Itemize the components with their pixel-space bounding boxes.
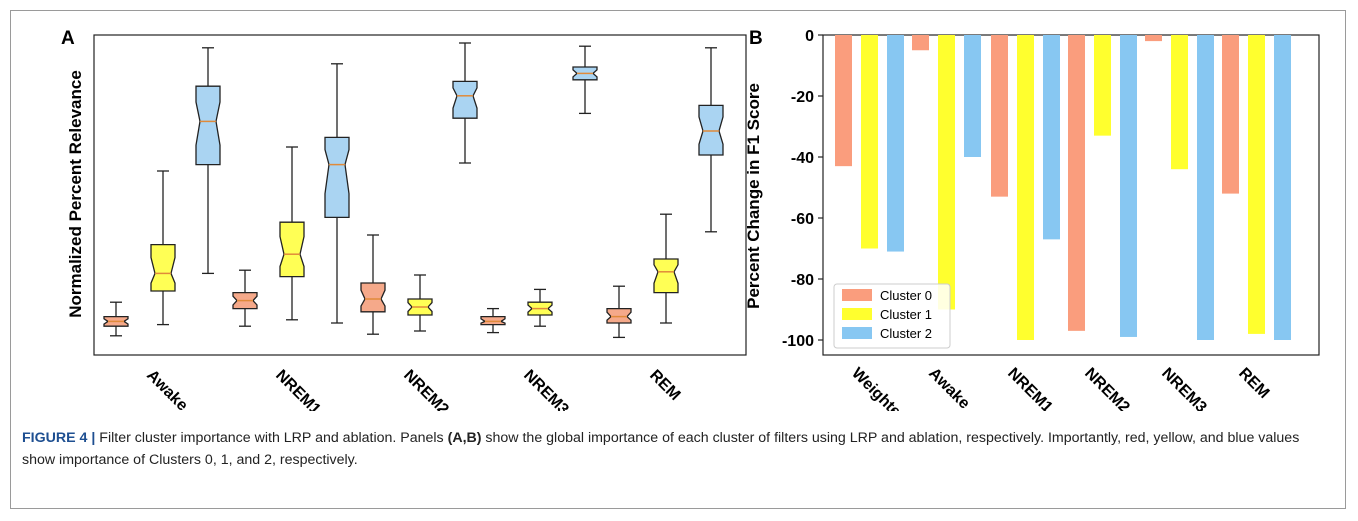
y-tick-label--60: -60 xyxy=(791,211,814,228)
panel-a-y-axis-label: Normalized Percent Relevance xyxy=(66,70,85,318)
y-tick-label--20: -20 xyxy=(791,89,814,106)
panel-a-label: A xyxy=(61,28,75,49)
bar-weighted-cluster-1 xyxy=(861,35,878,249)
panel-b-bars xyxy=(835,35,1291,340)
figure-panels: A Normalized Percent Relevance Awake NREM… xyxy=(61,28,1320,411)
x-tick-label-weighted: Weighted xyxy=(848,365,911,411)
panel-b-legend: Cluster 0 Cluster 1 Cluster 2 xyxy=(833,283,951,349)
bar-nrem3-cluster-2 xyxy=(1197,35,1214,340)
bar-awake-cluster-0 xyxy=(912,35,929,51)
bar-awake-cluster-2 xyxy=(964,35,981,157)
box-awake-series-1-box xyxy=(150,243,176,292)
panel-b-y-axis-label: Percent Change in F1 Score xyxy=(744,83,763,309)
x-tick-label-nrem3: NREM3 xyxy=(1158,365,1210,411)
legend-label-cluster-1: Cluster 1 xyxy=(880,307,932,322)
bar-awake-cluster-1 xyxy=(938,35,955,310)
figure-caption: FIGURE 4 | Filter cluster importance wit… xyxy=(22,427,1332,471)
bar-weighted-cluster-0 xyxy=(835,35,852,167)
x-tick-label-awake: Awake xyxy=(143,367,191,411)
legend-swatch-cluster-0 xyxy=(842,289,872,301)
panel-a-boxes xyxy=(103,42,724,339)
box-nrem1-series-1-box xyxy=(279,221,305,278)
bar-nrem3-cluster-1 xyxy=(1171,35,1188,170)
x-tick-label-nrem2: NREM2 xyxy=(400,367,452,411)
box-awake-series-2-box xyxy=(195,85,221,166)
legend-label-cluster-2: Cluster 2 xyxy=(880,326,932,341)
y-tick-label--80: -80 xyxy=(791,272,814,289)
figure-frame: A Normalized Percent Relevance Awake NREM… xyxy=(10,10,1346,509)
box-rem-series-1-box xyxy=(653,258,679,294)
bar-rem-cluster-0 xyxy=(1222,35,1239,194)
panel-b-x-tick-labels: Weighted Awake NREM1 NREM2 NREM3 REM xyxy=(848,365,1272,411)
bar-nrem2-cluster-2 xyxy=(1120,35,1137,337)
legend-label-cluster-0: Cluster 0 xyxy=(880,288,932,303)
x-tick-label-rem: REM xyxy=(646,367,683,404)
legend-swatch-cluster-2 xyxy=(842,327,872,339)
bar-nrem1-cluster-1 xyxy=(1017,35,1034,340)
x-tick-label-nrem1: NREM1 xyxy=(272,367,324,411)
x-tick-label-rem: REM xyxy=(1235,365,1272,402)
x-tick-label-nrem2: NREM2 xyxy=(1081,365,1133,411)
y-tick-label-0: 0 xyxy=(805,28,814,45)
y-tick-label--40: -40 xyxy=(791,150,814,167)
box-rem-series-0-box xyxy=(606,307,632,324)
panel-a-plot-frame xyxy=(93,34,747,356)
panel-b-label: B xyxy=(749,28,763,49)
bar-nrem3-cluster-0 xyxy=(1145,35,1162,42)
bar-nrem2-cluster-0 xyxy=(1068,35,1085,331)
x-tick-label-nrem1: NREM1 xyxy=(1004,365,1056,411)
x-tick-label-awake: Awake xyxy=(925,365,973,411)
bar-nrem1-cluster-0 xyxy=(991,35,1008,197)
y-tick-label--100: -100 xyxy=(782,333,814,350)
caption-text-part-2: show the global importance of each clust… xyxy=(22,430,1300,468)
box-nrem1-series-2-box xyxy=(324,136,350,219)
bar-weighted-cluster-2 xyxy=(887,35,904,252)
panel-b-y-ticks: 0 -20 -40 -60 -80 -100 xyxy=(782,28,823,350)
bar-rem-cluster-1 xyxy=(1248,35,1265,334)
legend-swatch-cluster-1 xyxy=(842,308,872,320)
caption-text-part-1: Filter cluster importance with LRP and a… xyxy=(95,430,448,446)
caption-figure-label: FIGURE 4 | xyxy=(22,430,96,446)
box-nrem2-series-0-box xyxy=(360,282,386,313)
panel-a-x-tick-labels: Awake NREM1 NREM2 NREM3 REM xyxy=(143,367,683,411)
x-tick-label-nrem3: NREM3 xyxy=(520,367,572,411)
caption-panels-reference: (A,B) xyxy=(447,430,482,446)
box-nrem2-series-2-box xyxy=(452,80,478,119)
bar-nrem2-cluster-1 xyxy=(1094,35,1111,136)
box-rem-series-2-box xyxy=(698,104,724,156)
box-nrem3-series-0-box xyxy=(480,315,506,326)
bar-nrem1-cluster-2 xyxy=(1043,35,1060,240)
bar-rem-cluster-2 xyxy=(1274,35,1291,340)
